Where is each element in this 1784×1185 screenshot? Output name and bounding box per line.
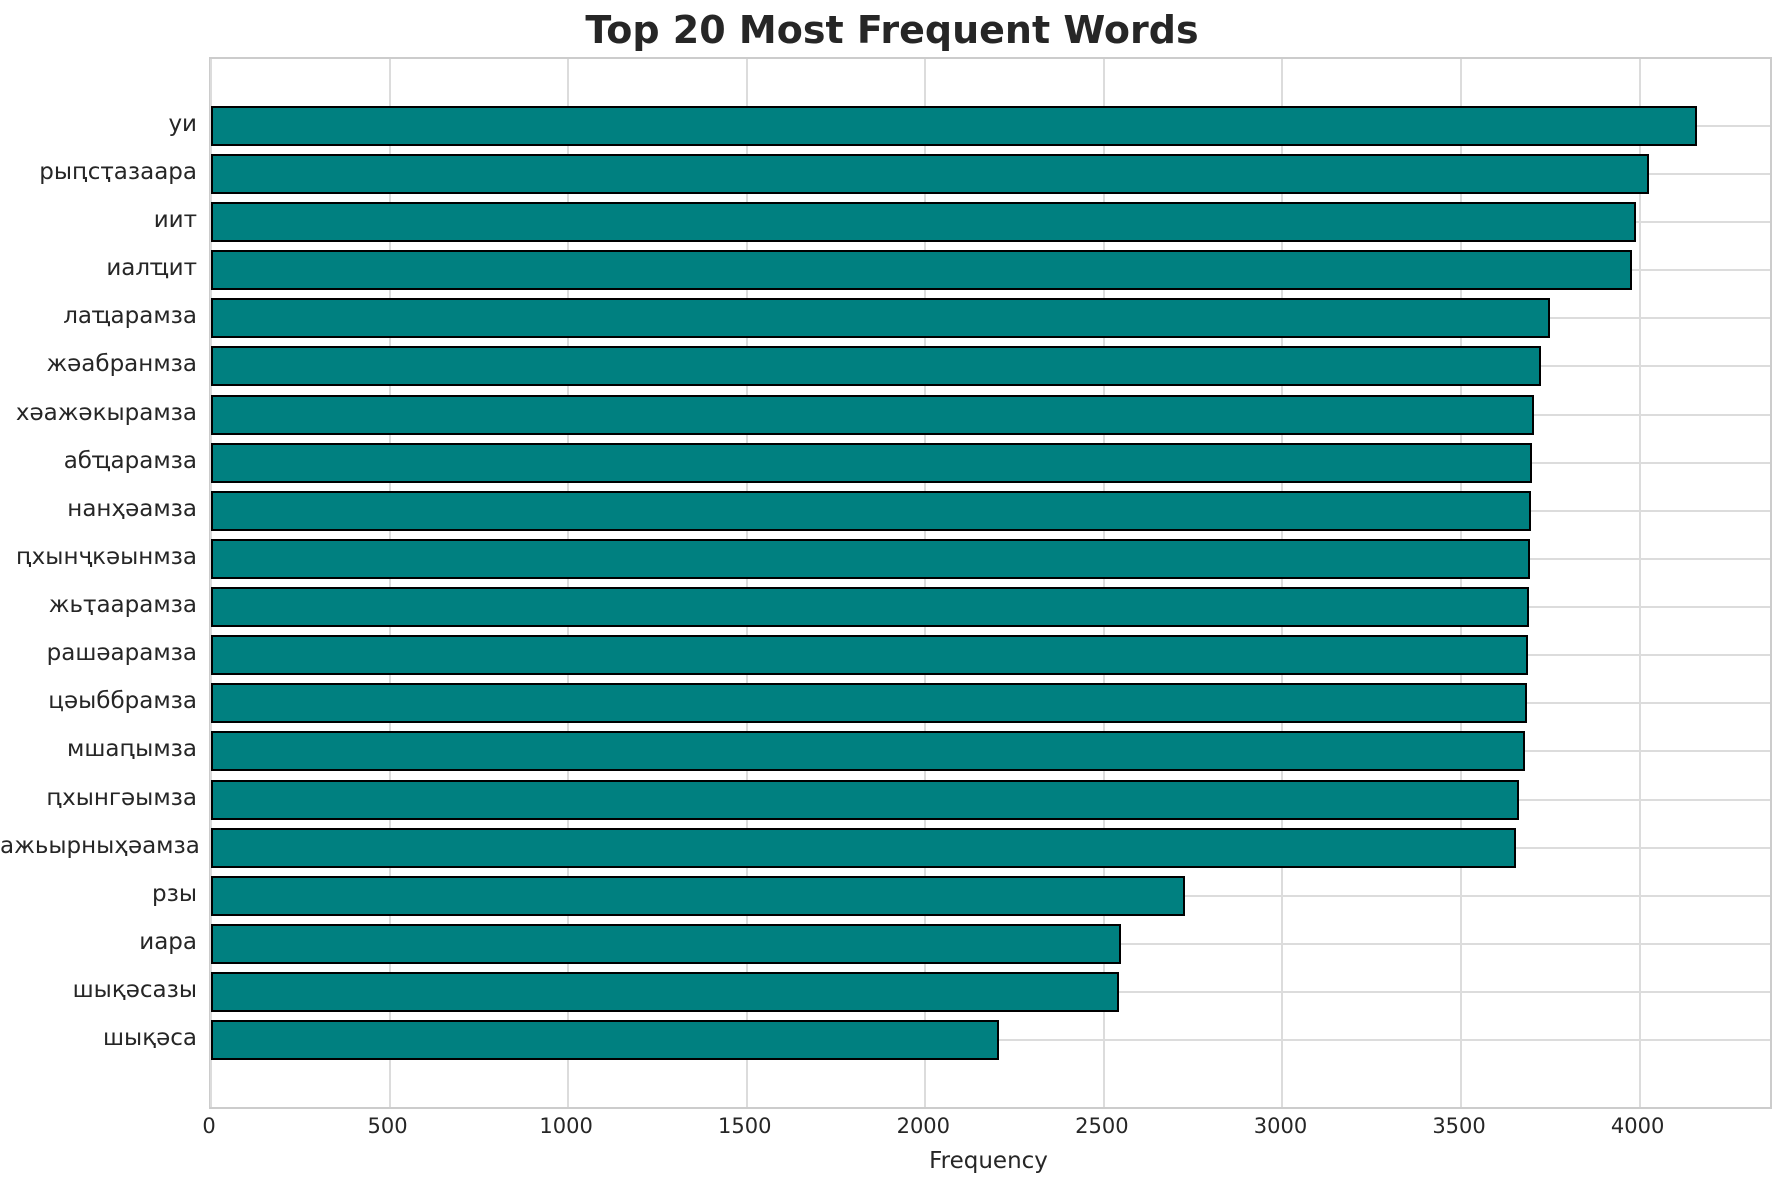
x-gridline	[388, 59, 391, 1107]
y-tick-label: цәыббрамза	[48, 688, 197, 715]
bar	[211, 346, 1542, 387]
y-tick-label: шықәса	[103, 1025, 197, 1052]
y-tick-label: шықәсазы	[72, 976, 197, 1003]
bar	[211, 635, 1528, 676]
x-gridline	[1102, 59, 1105, 1107]
y-tick-label: ԥхынҷкәынмза	[15, 543, 197, 570]
x-tick-label: 1000	[539, 1114, 593, 1138]
y-tick-label: жьҭаарамза	[48, 592, 197, 619]
x-axis-label: Frequency	[929, 1148, 1048, 1174]
chart-title: Top 20 Most Frequent Words	[585, 8, 1199, 52]
bar	[211, 923, 1122, 964]
plot-area	[209, 57, 1772, 1109]
x-gridline	[1460, 59, 1463, 1107]
x-tick-label: 0	[202, 1114, 216, 1138]
bar	[211, 587, 1529, 628]
x-tick-label: 1500	[718, 1114, 772, 1138]
y-tick-label: нанҳәамза	[67, 495, 197, 522]
y-tick-label: абҵарамза	[63, 447, 197, 474]
bar	[211, 250, 1633, 291]
y-tick-label: иит	[153, 207, 197, 234]
bar	[211, 1020, 999, 1061]
x-tick-label: 3500	[1432, 1114, 1486, 1138]
y-tick-label: жәабранмза	[46, 351, 197, 378]
y-tick-label: лаҵарамза	[63, 303, 197, 330]
bar	[211, 731, 1526, 772]
y-tick-label: хәажәкырамза	[15, 399, 197, 426]
x-gridline	[1281, 59, 1284, 1107]
x-gridline	[210, 59, 212, 1107]
x-tick-label: 2000	[896, 1114, 951, 1138]
bar	[211, 154, 1649, 194]
bar	[211, 779, 1519, 820]
x-tick-label: 500	[367, 1114, 408, 1138]
bar	[211, 683, 1527, 724]
x-tick-label: 3000	[1253, 1114, 1308, 1138]
y-tick-label: рыԥсҭазаара	[39, 159, 197, 185]
x-gridline	[1638, 59, 1641, 1107]
y-tick-label: рашәарамза	[46, 640, 197, 667]
x-gridline	[924, 59, 927, 1107]
y-tick-label: ажьырныҳәамза	[0, 832, 200, 859]
x-tick-label: 2500	[1075, 1114, 1129, 1138]
bar	[211, 298, 1551, 339]
bar	[211, 875, 1185, 916]
y-tick-label: иалҵит	[106, 255, 197, 282]
bar	[211, 827, 1517, 868]
y-tick-label: уи	[168, 110, 197, 137]
y-tick-label: рзы	[152, 880, 197, 907]
x-gridline	[567, 59, 570, 1107]
bar	[211, 105, 1697, 146]
y-tick-label: мшаԥымза	[66, 736, 197, 763]
x-tick-label: 4000	[1610, 1114, 1665, 1138]
y-tick-label: ԥхынгәымза	[46, 784, 197, 811]
bar	[211, 442, 1533, 483]
bar	[211, 490, 1531, 531]
bar	[211, 394, 1535, 435]
bar	[211, 202, 1637, 243]
x-gridline	[745, 59, 748, 1107]
bar	[211, 971, 1119, 1012]
bar	[211, 538, 1530, 579]
y-tick-label: иара	[139, 928, 197, 955]
